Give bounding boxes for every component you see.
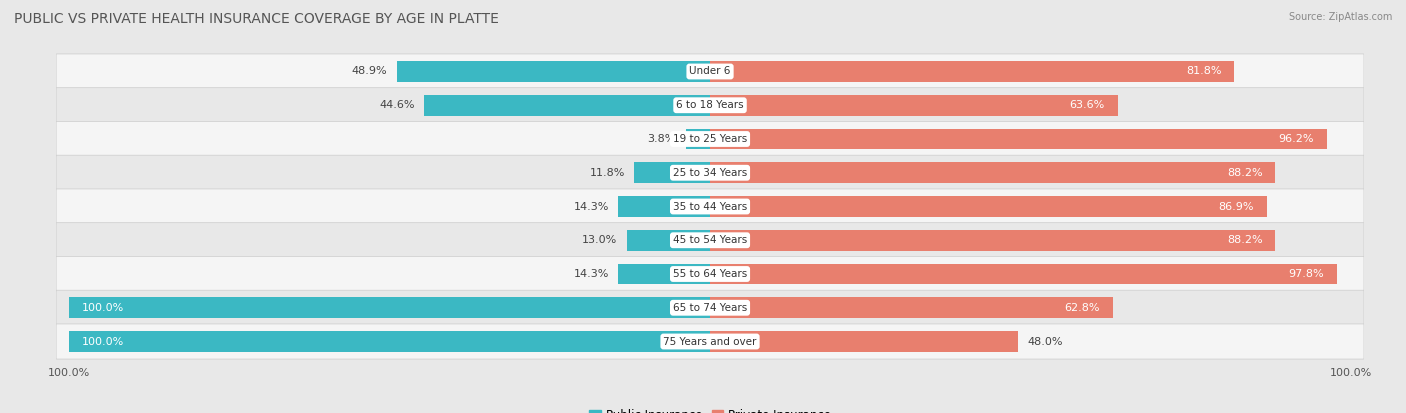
Text: 48.9%: 48.9% (352, 66, 387, 76)
Text: Under 6: Under 6 (689, 66, 731, 76)
Bar (686, 128, 710, 150)
Bar (69, 297, 710, 318)
Text: 55 to 64 Years: 55 to 64 Years (673, 269, 747, 279)
Text: 65 to 74 Years: 65 to 74 Years (673, 303, 747, 313)
Bar (627, 230, 710, 251)
FancyBboxPatch shape (56, 121, 1364, 157)
FancyBboxPatch shape (56, 88, 1364, 123)
Bar (634, 162, 710, 183)
FancyBboxPatch shape (56, 54, 1364, 89)
Text: 88.2%: 88.2% (1227, 168, 1263, 178)
Text: 86.9%: 86.9% (1219, 202, 1254, 211)
Text: 63.6%: 63.6% (1070, 100, 1105, 110)
Text: 44.6%: 44.6% (380, 100, 415, 110)
Text: PUBLIC VS PRIVATE HEALTH INSURANCE COVERAGE BY AGE IN PLATTE: PUBLIC VS PRIVATE HEALTH INSURANCE COVER… (14, 12, 499, 26)
Bar (710, 230, 1275, 251)
FancyBboxPatch shape (56, 256, 1364, 292)
Text: 45 to 54 Years: 45 to 54 Years (673, 235, 747, 245)
Text: 25 to 34 Years: 25 to 34 Years (673, 168, 747, 178)
FancyBboxPatch shape (56, 155, 1364, 190)
Text: 48.0%: 48.0% (1028, 337, 1063, 347)
Text: 62.8%: 62.8% (1064, 303, 1099, 313)
Legend: Public Insurance, Private Insurance: Public Insurance, Private Insurance (585, 404, 835, 413)
Text: 100.0%: 100.0% (82, 303, 124, 313)
Text: 11.8%: 11.8% (589, 168, 624, 178)
Text: Source: ZipAtlas.com: Source: ZipAtlas.com (1288, 12, 1392, 22)
Text: 81.8%: 81.8% (1187, 66, 1222, 76)
Bar (425, 95, 710, 116)
Bar (710, 128, 1327, 150)
Bar (710, 196, 1267, 217)
Bar (710, 162, 1275, 183)
FancyBboxPatch shape (56, 324, 1364, 359)
Bar (710, 297, 1112, 318)
Text: 19 to 25 Years: 19 to 25 Years (673, 134, 747, 144)
Text: 13.0%: 13.0% (582, 235, 617, 245)
FancyBboxPatch shape (56, 223, 1364, 258)
Text: 35 to 44 Years: 35 to 44 Years (673, 202, 747, 211)
Text: 14.3%: 14.3% (574, 269, 609, 279)
Text: 97.8%: 97.8% (1288, 269, 1324, 279)
Text: 6 to 18 Years: 6 to 18 Years (676, 100, 744, 110)
Bar (710, 61, 1234, 82)
FancyBboxPatch shape (56, 189, 1364, 224)
Text: 14.3%: 14.3% (574, 202, 609, 211)
Text: 3.8%: 3.8% (648, 134, 676, 144)
Bar (619, 196, 710, 217)
Bar (619, 263, 710, 285)
Text: 75 Years and over: 75 Years and over (664, 337, 756, 347)
Bar (396, 61, 710, 82)
FancyBboxPatch shape (56, 290, 1364, 325)
Bar (710, 95, 1118, 116)
Text: 88.2%: 88.2% (1227, 235, 1263, 245)
Text: 96.2%: 96.2% (1278, 134, 1313, 144)
Bar (710, 331, 1018, 352)
Bar (69, 331, 710, 352)
Text: 100.0%: 100.0% (82, 337, 124, 347)
Bar (710, 263, 1337, 285)
